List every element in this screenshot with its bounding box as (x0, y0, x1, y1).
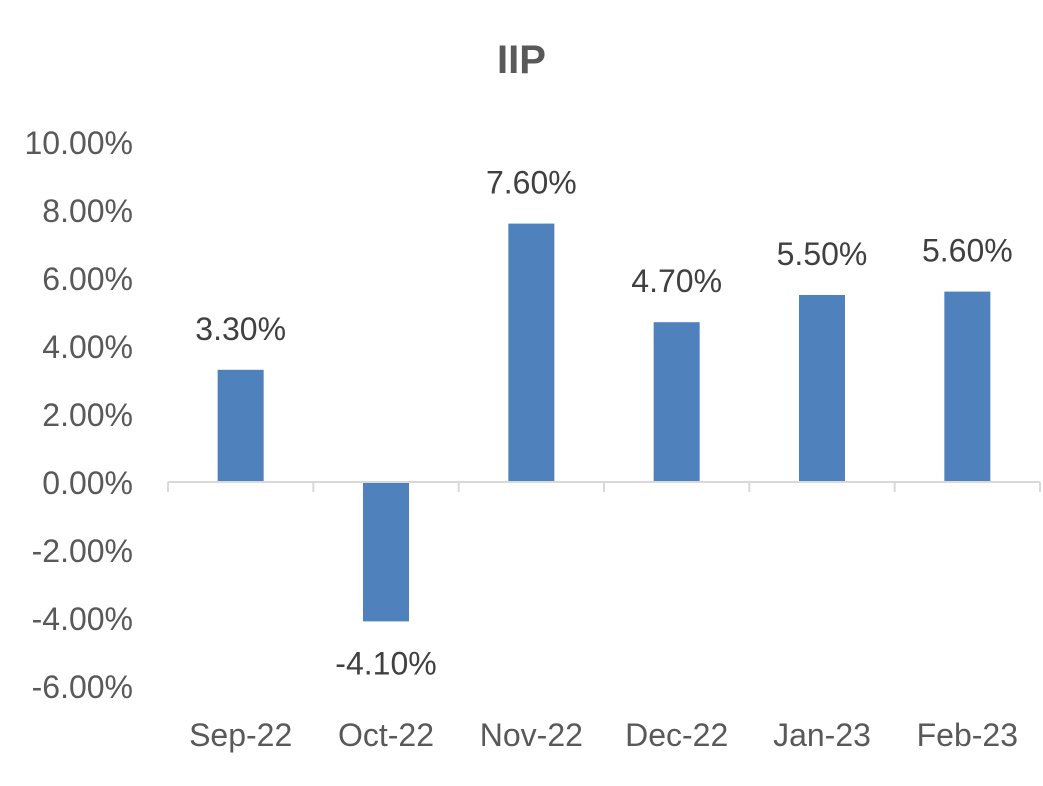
bar (799, 295, 845, 482)
chart-title: IIP (497, 38, 546, 82)
data-label: 5.50% (777, 236, 868, 272)
bar (508, 223, 555, 482)
x-tick-label: Sep-22 (189, 717, 292, 753)
x-tick-label: Nov-22 (480, 717, 583, 753)
y-tick-label: 2.00% (42, 397, 133, 433)
data-label: 3.30% (195, 311, 286, 347)
x-axis-tick-labels: Sep-22 Oct-22 Nov-22 Dec-22 Jan-23 Feb-23 (189, 717, 1018, 753)
x-axis (167, 481, 1041, 492)
data-label: -4.10% (335, 645, 436, 681)
y-tick-label: 0.00% (42, 465, 133, 501)
bar (653, 322, 700, 482)
x-tick-label: Oct-22 (338, 717, 434, 753)
bar (944, 291, 991, 482)
data-label: 5.60% (922, 233, 1013, 269)
y-tick-label: -4.00% (32, 601, 133, 637)
data-label: 4.70% (631, 263, 722, 299)
data-label: 7.60% (486, 165, 577, 201)
y-tick-label: 8.00% (42, 193, 133, 229)
x-tick-label: Feb-23 (917, 717, 1018, 753)
y-tick-label: -6.00% (32, 669, 133, 705)
data-labels: 3.30% -4.10% 7.60% 4.70% 5.50% 5.60% (195, 165, 1012, 682)
x-tick-label: Dec-22 (625, 717, 728, 753)
bars (217, 223, 991, 622)
y-tick-label: 6.00% (42, 261, 133, 297)
x-tick-label: Jan-23 (773, 717, 871, 753)
y-tick-label: -2.00% (32, 533, 133, 569)
y-axis-tick-labels: 10.00% 8.00% 6.00% 4.00% 2.00% 0.00% -2.00% -4.… (24, 125, 133, 705)
y-tick-label: 4.00% (42, 329, 133, 365)
bar (217, 369, 264, 482)
bar (363, 482, 409, 622)
y-tick-label: 10.00% (24, 125, 133, 161)
